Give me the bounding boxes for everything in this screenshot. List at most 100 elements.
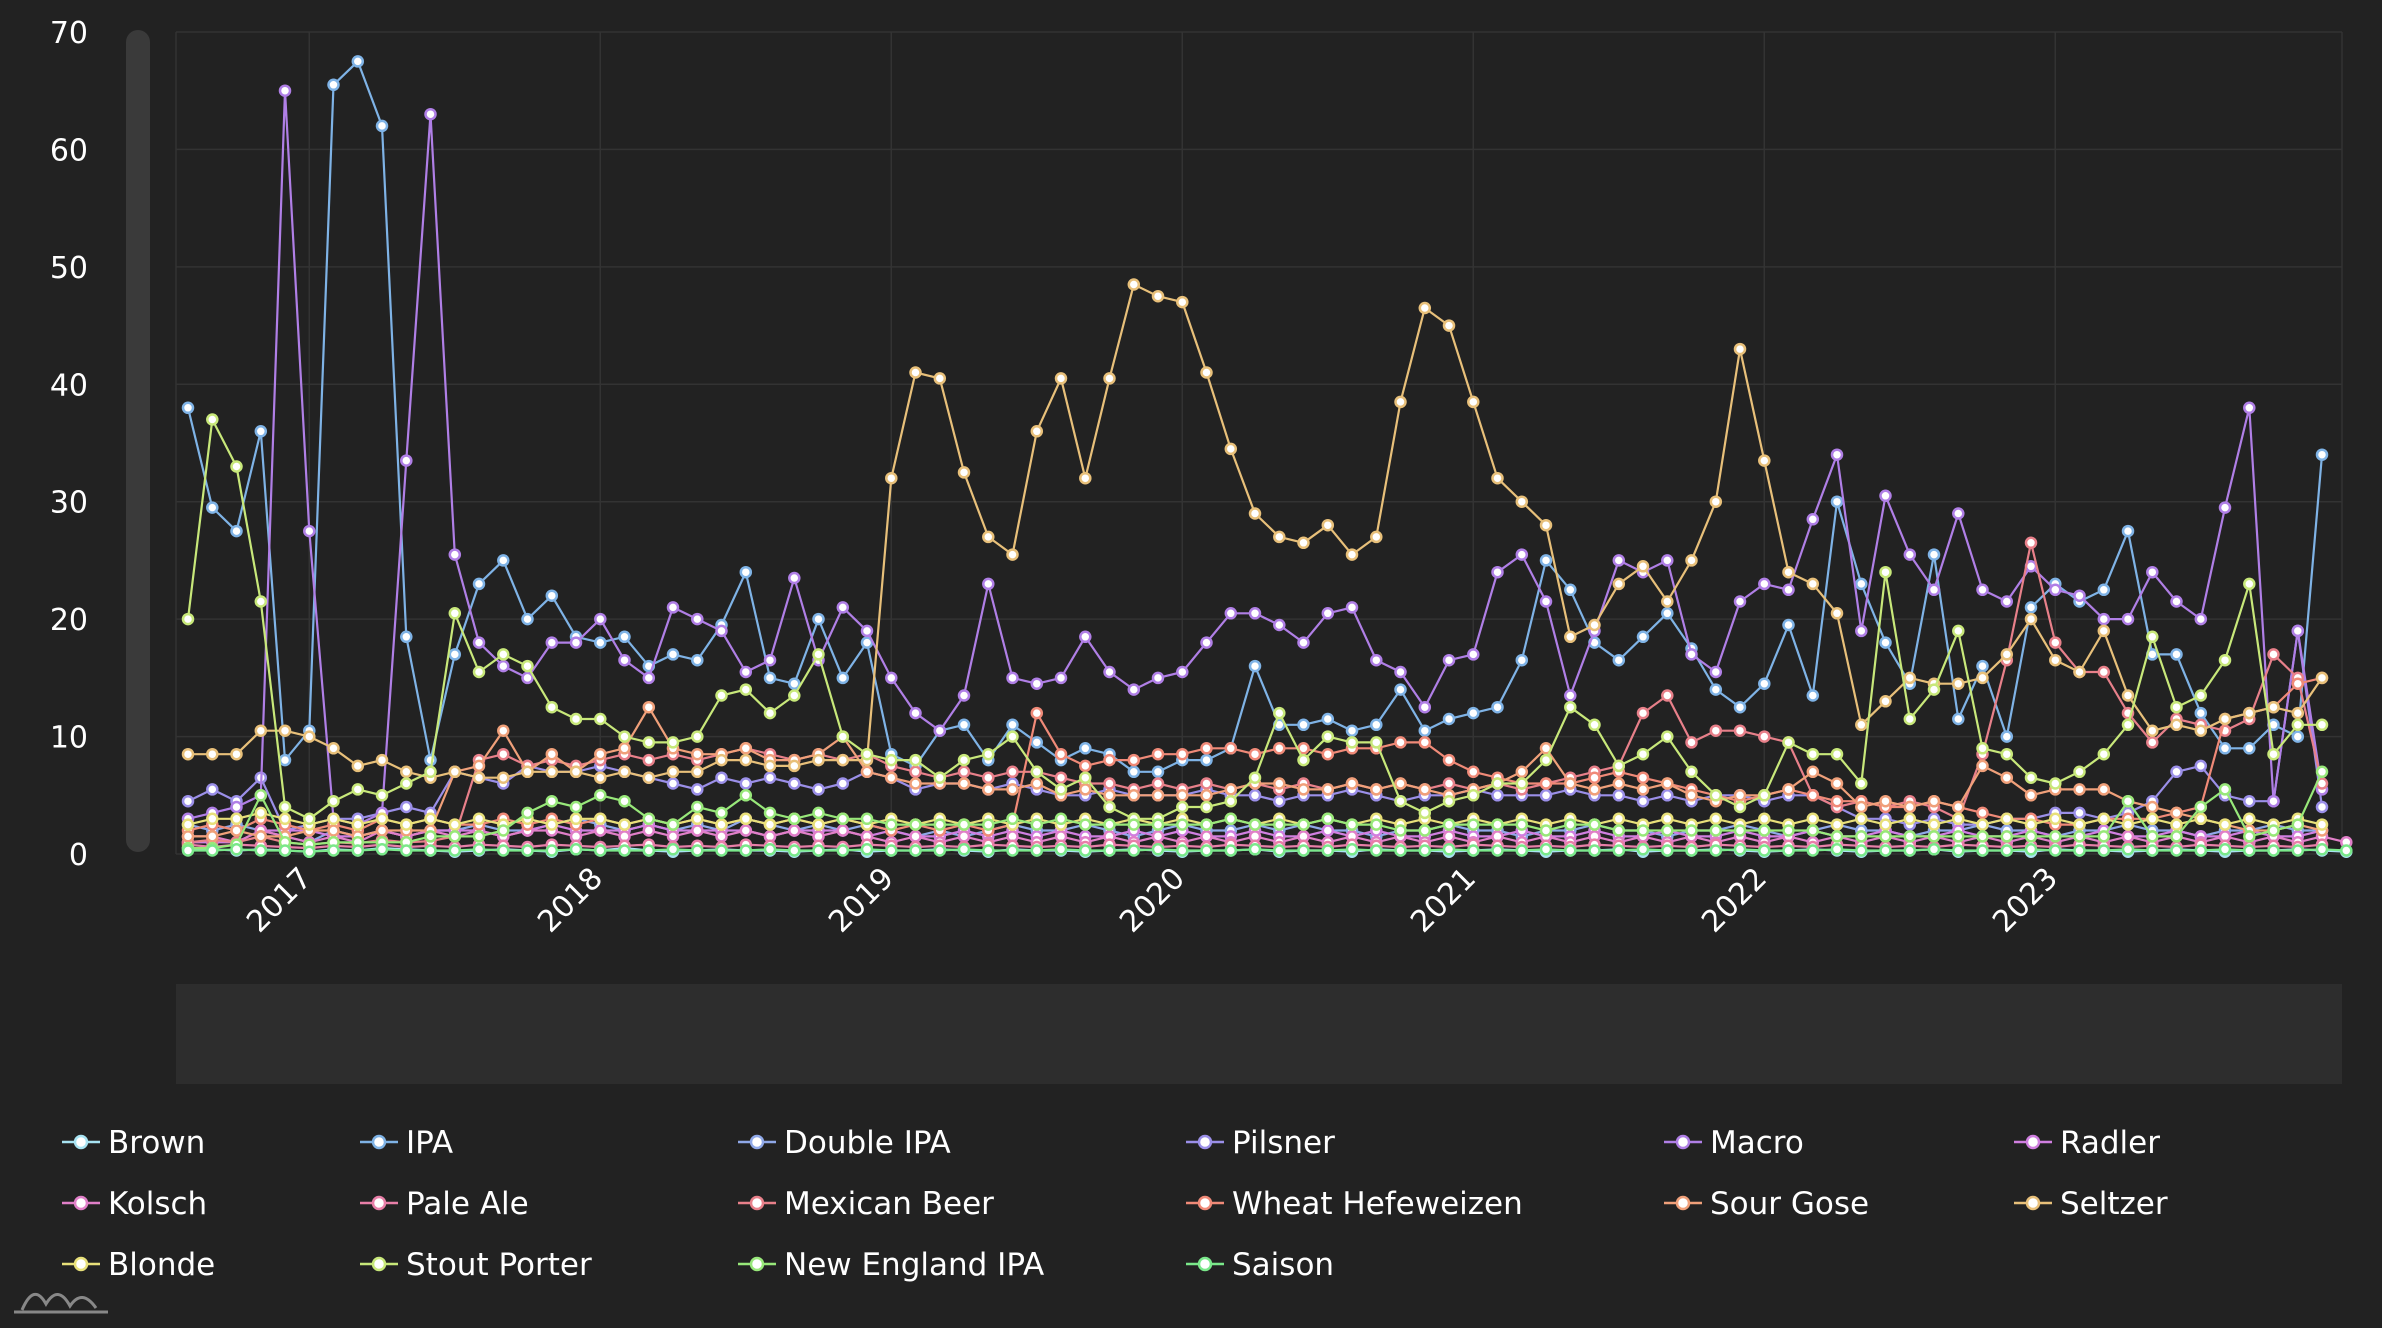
data-point[interactable]	[400, 765, 413, 779]
legend-item[interactable]: Sour Gose	[1664, 1186, 1869, 1222]
data-point[interactable]	[1661, 812, 1674, 826]
data-point[interactable]	[2194, 812, 2208, 826]
data-point[interactable]	[763, 653, 777, 667]
data-point[interactable]	[1030, 765, 1044, 779]
data-point[interactable]	[545, 818, 559, 831]
data-point[interactable]	[642, 700, 656, 714]
data-point[interactable]	[2000, 747, 2014, 761]
data-point[interactable]	[254, 789, 268, 802]
data-point[interactable]	[1879, 844, 1892, 857]
data-point[interactable]	[2243, 844, 2256, 857]
data-point[interactable]	[1054, 783, 1068, 796]
data-point[interactable]	[1879, 695, 1892, 708]
data-point[interactable]	[1200, 636, 1213, 649]
data-point[interactable]	[642, 736, 656, 749]
data-point[interactable]	[618, 844, 631, 857]
data-point[interactable]	[642, 771, 656, 784]
data-point[interactable]	[2194, 759, 2208, 773]
data-point[interactable]	[836, 671, 850, 685]
data-point[interactable]	[1927, 830, 1941, 843]
data-point[interactable]	[957, 830, 971, 843]
data-point[interactable]	[1612, 812, 1626, 826]
data-point[interactable]	[1927, 548, 1941, 561]
data-point[interactable]	[1248, 789, 1262, 802]
data-point[interactable]	[1151, 289, 1165, 303]
data-point[interactable]	[1176, 789, 1189, 802]
data-point[interactable]	[739, 753, 753, 767]
data-point[interactable]	[2243, 812, 2256, 826]
data-point[interactable]	[618, 765, 631, 779]
data-point[interactable]	[1273, 844, 1286, 857]
data-point[interactable]	[2267, 700, 2280, 714]
data-point[interactable]	[1200, 742, 1213, 755]
data-point[interactable]	[1442, 777, 1456, 790]
data-point[interactable]	[1442, 830, 1456, 843]
data-point[interactable]	[2315, 448, 2329, 461]
data-point[interactable]	[933, 771, 947, 784]
data-point[interactable]	[1491, 844, 1504, 857]
data-point[interactable]	[933, 724, 947, 737]
data-point[interactable]	[691, 800, 704, 814]
data-point[interactable]	[448, 844, 462, 857]
data-point[interactable]	[472, 830, 486, 843]
data-point[interactable]	[1127, 753, 1141, 767]
data-point[interactable]	[1855, 718, 1868, 732]
legend-item[interactable]: Radler	[2014, 1125, 2160, 1161]
data-point[interactable]	[1467, 648, 1480, 661]
data-point[interactable]	[691, 783, 704, 796]
data-point[interactable]	[594, 812, 607, 826]
data-point[interactable]	[569, 843, 583, 856]
data-point[interactable]	[472, 771, 486, 784]
data-point[interactable]	[933, 818, 947, 831]
data-point[interactable]	[1612, 844, 1626, 857]
data-point[interactable]	[206, 812, 219, 826]
data-point[interactable]	[1467, 395, 1480, 409]
data-point[interactable]	[1418, 824, 1432, 837]
data-point[interactable]	[885, 671, 898, 685]
data-point[interactable]	[2121, 524, 2135, 538]
data-point[interactable]	[1564, 583, 1577, 597]
data-point[interactable]	[2097, 747, 2111, 761]
data-point[interactable]	[1030, 706, 1044, 720]
data-point[interactable]	[1006, 671, 1019, 685]
data-point[interactable]	[569, 765, 583, 779]
data-point[interactable]	[1952, 812, 1965, 826]
data-point[interactable]	[1467, 765, 1480, 779]
data-point[interactable]	[2170, 830, 2183, 843]
legend-item[interactable]: Seltzer	[2014, 1186, 2168, 1222]
legend-item[interactable]: Blonde	[62, 1247, 215, 1283]
data-point[interactable]	[1030, 844, 1044, 857]
data-point[interactable]	[2291, 818, 2305, 831]
data-point[interactable]	[2146, 830, 2159, 843]
data-point[interactable]	[763, 759, 777, 773]
data-point[interactable]	[2194, 800, 2208, 814]
data-point[interactable]	[739, 789, 753, 802]
data-point[interactable]	[1976, 583, 1989, 597]
data-point[interactable]	[739, 665, 753, 679]
data-point[interactable]	[497, 771, 510, 784]
data-point[interactable]	[2194, 706, 2208, 720]
data-point[interactable]	[1539, 554, 1553, 567]
data-point[interactable]	[1103, 777, 1116, 790]
data-point[interactable]	[2243, 742, 2256, 755]
data-point[interactable]	[1685, 844, 1698, 857]
data-point[interactable]	[1976, 742, 1989, 755]
data-point[interactable]	[1321, 518, 1335, 532]
data-point[interactable]	[1345, 724, 1359, 737]
data-point[interactable]	[933, 372, 947, 385]
data-point[interactable]	[957, 843, 971, 856]
data-point[interactable]	[1636, 824, 1650, 837]
data-point[interactable]	[1006, 765, 1019, 779]
data-point[interactable]	[1200, 753, 1213, 767]
data-point[interactable]	[1127, 278, 1141, 291]
data-point[interactable]	[1079, 844, 1092, 857]
data-point[interactable]	[1758, 844, 1771, 857]
data-point[interactable]	[1103, 818, 1116, 831]
data-point[interactable]	[2194, 689, 2208, 702]
range-navigator[interactable]	[176, 984, 2342, 1084]
data-point[interactable]	[351, 783, 365, 796]
data-point[interactable]	[1418, 736, 1432, 749]
data-point[interactable]	[1370, 736, 1383, 749]
data-point[interactable]	[1927, 583, 1941, 597]
data-point[interactable]	[2315, 800, 2329, 814]
